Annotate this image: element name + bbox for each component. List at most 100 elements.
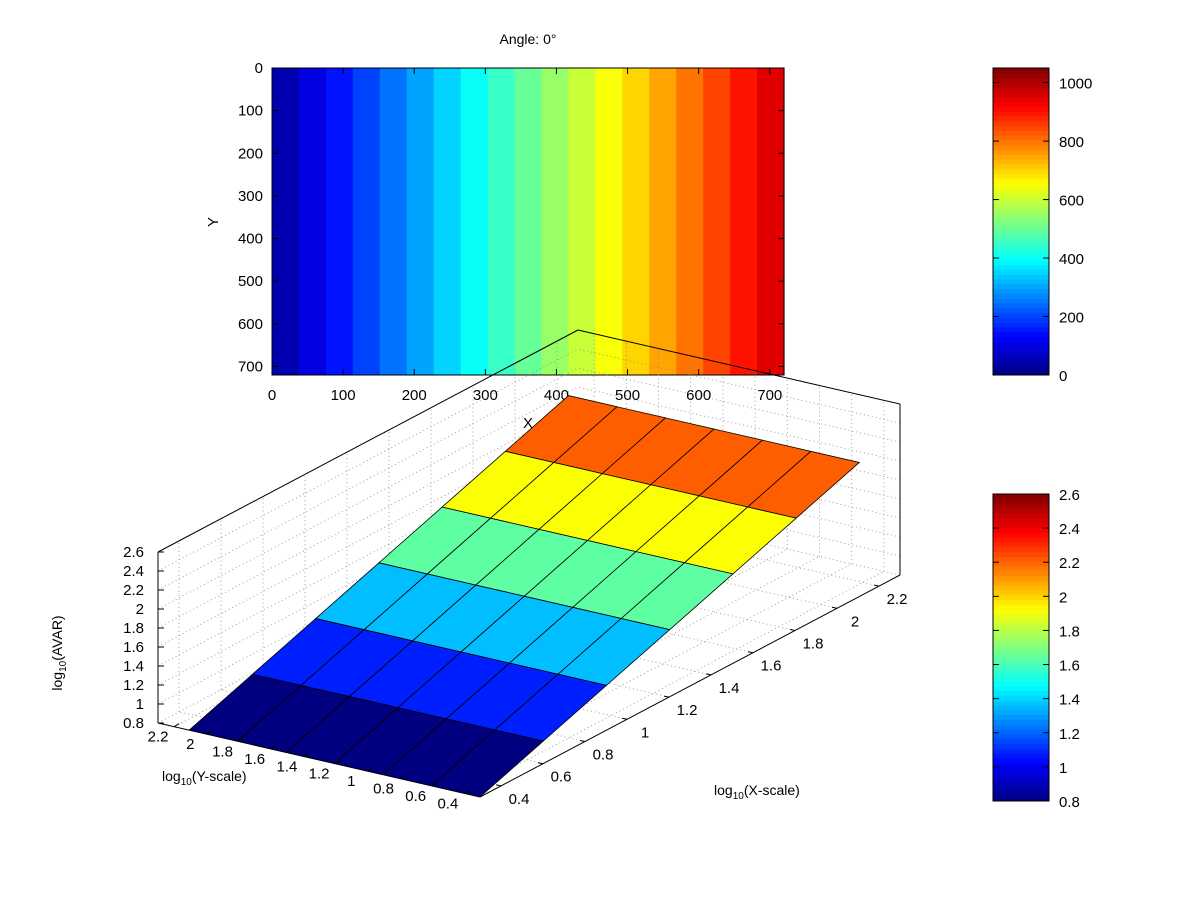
colorbar-band	[993, 724, 1049, 730]
surface-z-label: log10(AVAR)	[49, 615, 69, 690]
colorbar-band	[993, 786, 1049, 792]
colorbar-band	[993, 551, 1049, 557]
surface-y-tick-mark	[334, 760, 341, 765]
colorbar-band	[993, 681, 1049, 687]
surface-y-tick-label: 0.8	[373, 781, 394, 798]
surface-x-tick-label: 1.8	[803, 636, 824, 653]
surface-colorbar-frame	[992, 493, 1050, 802]
colorbar-band	[993, 527, 1049, 533]
heatmap-column	[703, 68, 731, 375]
colorbar-tick-label: 600	[1059, 193, 1084, 210]
heatmap-colorbar-frame	[992, 67, 1050, 376]
heatmap-cells	[272, 68, 785, 375]
colorbar-band	[993, 609, 1049, 615]
surface-y-tick-mark	[367, 767, 373, 772]
surface-y-tick-label: 1.8	[212, 744, 233, 761]
colorbar-band	[993, 508, 1049, 514]
colorbar-band	[993, 565, 1049, 572]
heatmap-x-tick-label: 200	[402, 387, 427, 404]
surface-y-tick-mark	[270, 745, 276, 750]
surface-y-tick-mark	[238, 738, 244, 742]
colorbar-band	[993, 628, 1049, 634]
colorbar-band	[993, 714, 1049, 720]
heatmap-y-tick-label: 100	[238, 103, 263, 120]
heatmap-chart: Angle: 0° 0 100 200 300 400 500 600 700 0 100 200…	[205, 31, 785, 432]
colorbar-band	[993, 580, 1049, 586]
colorbar-tick-label: 800	[1059, 134, 1084, 151]
colorbar-band	[993, 537, 1049, 543]
surface-colorbar-ticks: 0.8 1 1.2 1.4 1.6 1.8 2 2.2 2.4 2.6	[993, 487, 1080, 811]
colorbar-band	[993, 738, 1049, 744]
colorbar-band	[993, 226, 1049, 232]
colorbar-band	[993, 183, 1049, 189]
colorbar-band	[993, 288, 1049, 294]
colorbar-band	[993, 312, 1049, 318]
surface-z-tick-label: 2.6	[123, 544, 144, 561]
colorbar-band	[993, 570, 1049, 577]
colorbar-tick-label: 2.6	[1059, 487, 1080, 504]
colorbar-band	[993, 346, 1049, 352]
colorbar-band	[993, 513, 1049, 519]
surface-x-tick-label: 1.2	[677, 702, 698, 719]
colorbar-band	[993, 317, 1049, 323]
colorbar-band	[993, 360, 1049, 366]
surface-x-tick-mark	[873, 584, 880, 587]
surface-x-tick-label: 0.4	[509, 791, 530, 808]
surface-x-tick-label: 0.6	[551, 769, 572, 786]
heatmap-colorbar-gradient	[993, 68, 1049, 376]
colorbar-band	[993, 303, 1049, 309]
colorbar-band	[993, 546, 1049, 553]
surface-y-tick-mark	[431, 782, 437, 787]
heatmap-column	[379, 68, 408, 375]
surface-y-ticks: 0.4 0.6 0.8 1 1.2 1.4 1.6 1.8 2 2.2	[148, 723, 470, 812]
colorbar-band	[993, 561, 1049, 567]
colorbar-band	[993, 767, 1049, 773]
colorbar-band	[993, 494, 1049, 500]
surface-x-tick-mark	[663, 695, 670, 698]
surface-colorbar-gradient	[993, 494, 1049, 802]
colorbar-band	[993, 757, 1049, 764]
surface-z-tick-label: 0.8	[123, 715, 144, 732]
surface-z-ticks: 0.8 1 1.2 1.4 1.6 1.8 2 2.2 2.4 2.6	[123, 544, 164, 732]
colorbar-band	[993, 341, 1049, 347]
surface-z-tick-label: 2.2	[123, 582, 144, 599]
colorbar-band	[993, 322, 1049, 328]
colorbar-band	[993, 173, 1049, 179]
colorbar-band	[993, 211, 1049, 218]
surface-z-tick-label: 1	[136, 696, 144, 713]
surface-y-tick-label: 1	[347, 773, 355, 790]
colorbar-band	[993, 87, 1049, 93]
colorbar-band	[993, 685, 1049, 692]
colorbar-tick-label: 1.4	[1059, 692, 1080, 709]
colorbar-band	[993, 221, 1049, 227]
surface-axis-line	[479, 574, 901, 798]
colorbar-tick-label: 2	[1059, 589, 1067, 606]
surface-y-tick-label: 1.2	[309, 766, 330, 783]
colorbar-band	[993, 327, 1049, 333]
colorbar-band	[993, 82, 1049, 88]
surface-x-tick-label: 2.2	[887, 591, 908, 608]
surface-chart: 0.4 0.6 0.8 1 1.2 1.4 1.6 1.8 2 2.2 0.4 0.6 0.8 1 1.2…	[49, 329, 908, 812]
colorbar-band	[993, 637, 1049, 644]
surface-y-tick-mark	[302, 752, 309, 757]
colorbar-band	[993, 355, 1049, 362]
colorbar-band	[993, 498, 1049, 505]
colorbar-band	[993, 729, 1049, 735]
colorbar-band	[993, 96, 1049, 103]
colorbar-band	[993, 599, 1049, 605]
surface-y-tick-mark	[206, 730, 212, 735]
colorbar-band	[993, 91, 1049, 98]
surface-y-tick-label: 2	[186, 736, 194, 753]
colorbar-band	[993, 743, 1049, 749]
surface-x-tick-label: 1.6	[761, 658, 782, 675]
heatmap-column	[514, 68, 543, 375]
heatmap-column	[757, 68, 785, 375]
colorbar-band	[993, 149, 1049, 155]
surface-x-tick-mark	[537, 762, 544, 765]
surface-z-tick-label: 2.4	[123, 563, 144, 580]
colorbar-band	[993, 178, 1049, 184]
colorbar-band	[993, 522, 1049, 529]
surface-y-tick-label: 1.6	[244, 751, 265, 768]
colorbar-band	[993, 255, 1049, 261]
